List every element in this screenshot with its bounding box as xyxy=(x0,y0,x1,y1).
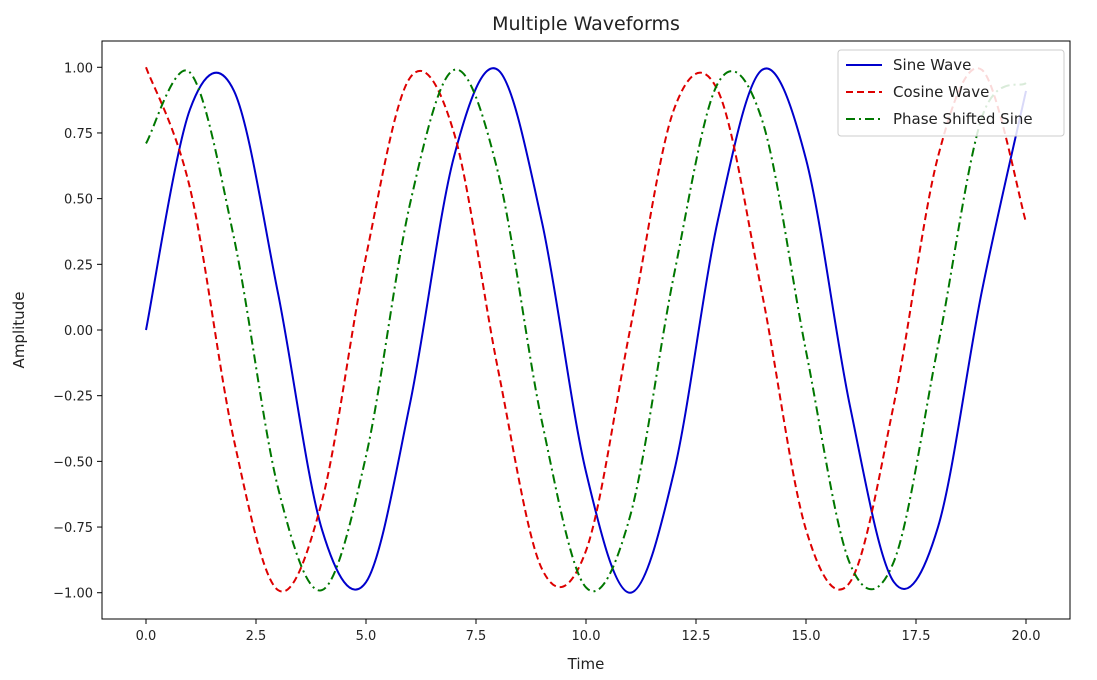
y-tick-label: 1.00 xyxy=(64,61,93,76)
plot-area-frame xyxy=(101,40,1071,620)
series-line-3 xyxy=(145,68,1027,593)
x-tick-label: 5.0 xyxy=(356,629,377,644)
y-tick-label: 0.25 xyxy=(64,258,93,273)
y-tick-label: 0.75 xyxy=(64,127,93,142)
y-tick-label: 0.50 xyxy=(64,193,93,208)
x-axis-ticks: 0.0 2.5 5.0 7.5 10.0 12.5 15.0 17.5 20.0 xyxy=(136,619,1041,644)
x-tick-label: 10.0 xyxy=(572,629,601,644)
x-axis-label: Time xyxy=(567,655,605,673)
y-axis-label: Amplitude xyxy=(10,292,28,369)
series-layer xyxy=(145,66,1027,594)
x-tick-label: 17.5 xyxy=(902,629,931,644)
series-line-1 xyxy=(145,67,1027,594)
legend: Sine Wave Cosine Wave Phase Shifted Sine xyxy=(837,49,1065,137)
legend-label-1: Sine Wave xyxy=(893,56,971,74)
legend-box xyxy=(837,49,1065,137)
y-tick-label: −0.50 xyxy=(53,455,93,470)
x-tick-label: 20.0 xyxy=(1012,629,1041,644)
y-tick-label: −0.25 xyxy=(53,390,93,405)
y-tick-label: −0.75 xyxy=(53,521,93,536)
x-tick-label: 7.5 xyxy=(466,629,487,644)
y-tick-label: 0.00 xyxy=(64,324,93,339)
x-tick-label: 12.5 xyxy=(682,629,711,644)
series-line-2 xyxy=(145,66,1027,593)
x-tick-label: 2.5 xyxy=(246,629,267,644)
x-tick-label: 0.0 xyxy=(136,629,157,644)
legend-label-2: Cosine Wave xyxy=(893,83,989,101)
chart-title: Multiple Waveforms xyxy=(492,13,680,35)
y-tick-label: −1.00 xyxy=(53,587,93,602)
y-axis-ticks: 1.00 0.75 0.50 0.25 0.00 −0.25 −0.50 −0.75 −1.00 xyxy=(53,61,102,602)
legend-label-3: Phase Shifted Sine xyxy=(893,110,1033,128)
x-tick-label: 15.0 xyxy=(792,629,821,644)
